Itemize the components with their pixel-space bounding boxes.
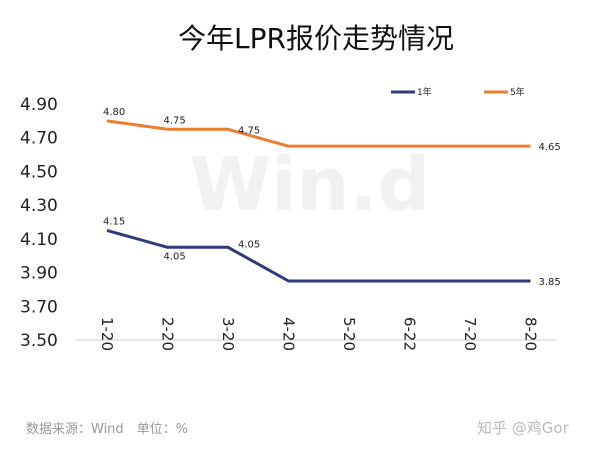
x-tick-label: 1-20 xyxy=(98,317,116,351)
series-lines xyxy=(106,119,531,283)
x-tick-label: 5-20 xyxy=(340,317,358,351)
credit-text: 知乎 @鸡Gor xyxy=(477,419,570,437)
legend: 1年 5年 xyxy=(391,86,525,98)
y-tick-label: 4.70 xyxy=(20,129,58,149)
y-tick-label: 4.30 xyxy=(20,196,58,216)
y-tick-label: 4.50 xyxy=(20,162,58,182)
x-tick-label: 7-20 xyxy=(461,317,479,351)
x-tick-label: 3-20 xyxy=(219,317,237,351)
x-tick-label: 8-20 xyxy=(522,317,540,351)
series-line-2 xyxy=(106,119,531,148)
data-labels: 4.15 4.05 4.05 3.85 4.80 4.75 4.75 4.65 xyxy=(103,107,561,288)
legend-label: 1年 xyxy=(417,86,432,98)
x-tick-label: 4-20 xyxy=(280,317,298,351)
source-note: 数据来源：Wind 单位：% xyxy=(26,422,188,437)
x-tick-label: 2-20 xyxy=(159,317,177,351)
data-label: 4.65 xyxy=(539,142,561,153)
watermark: Win.d xyxy=(190,142,431,228)
x-tick-label: 6-22 xyxy=(401,317,419,351)
data-label: 4.80 xyxy=(103,107,125,118)
y-tick-label: 3.50 xyxy=(20,331,58,351)
chart-title: 今年LPR报价走势情况 xyxy=(178,22,454,55)
data-label: 4.75 xyxy=(238,125,260,136)
data-label: 4.75 xyxy=(164,115,186,126)
x-axis: 1-20 2-20 3-20 4-20 5-20 6-22 7-20 8-20 xyxy=(98,317,540,351)
series-line-1 xyxy=(106,228,531,283)
data-label: 3.85 xyxy=(539,277,561,288)
data-label: 4.05 xyxy=(164,251,186,262)
y-tick-label: 3.70 xyxy=(20,297,58,317)
data-label: 4.15 xyxy=(103,216,125,227)
y-tick-label: 3.90 xyxy=(20,264,58,284)
y-axis: 4.90 4.70 4.50 4.30 4.10 3.90 3.70 3.50 xyxy=(20,95,58,351)
data-label: 4.05 xyxy=(238,239,260,250)
y-tick-label: 4.90 xyxy=(20,95,58,115)
legend-label: 5年 xyxy=(510,86,525,98)
y-tick-label: 4.10 xyxy=(20,230,58,250)
